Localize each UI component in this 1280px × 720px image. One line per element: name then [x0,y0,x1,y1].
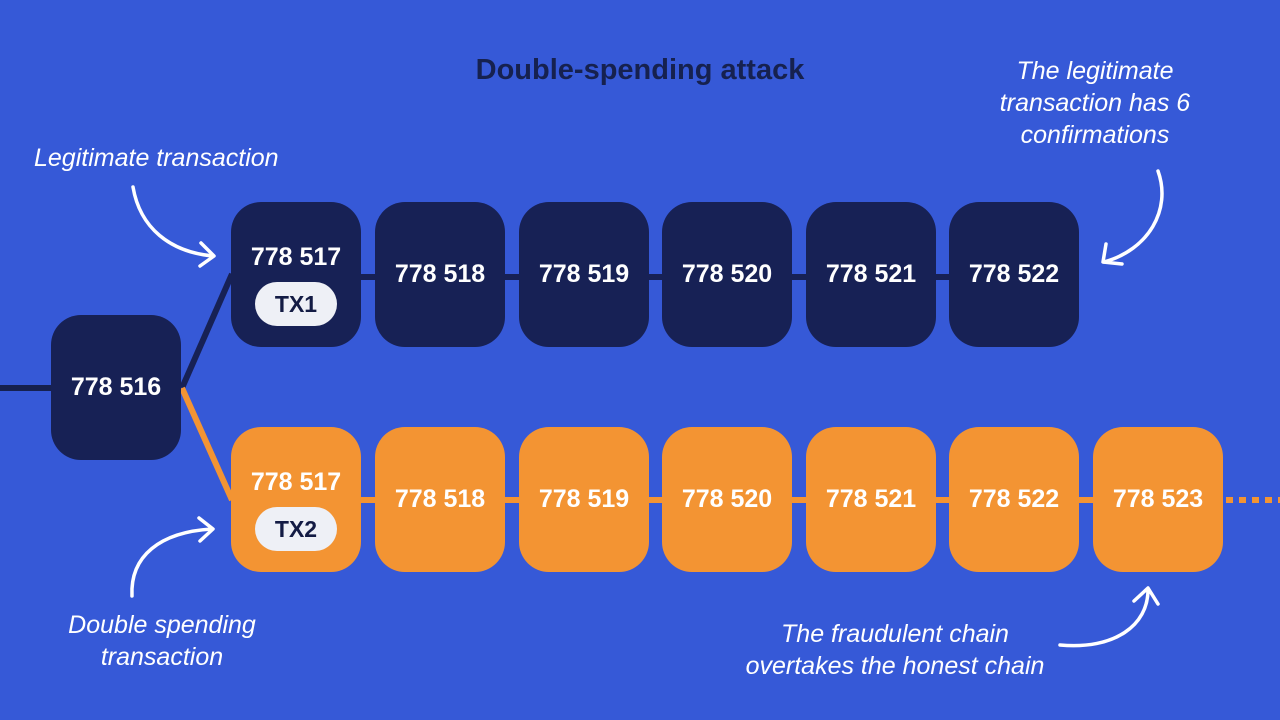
block-label: 778 518 [394,485,486,513]
note-line: transaction has 6 [999,89,1191,117]
overtake-note: The fraudulent chain overtakes the hones… [735,618,1055,682]
note-line: transaction [100,643,224,671]
honest-block-tx: 778 517 TX1 [231,202,361,347]
fraud-block-tx: 778 517 TX2 [231,427,361,572]
arrowhead-icon [198,241,216,268]
block-label: 778 523 [1112,485,1204,513]
fraud-block: 778 522 [949,427,1079,572]
block-label: 778 519 [538,485,630,513]
block-label: 778 520 [681,485,773,513]
fraud-block: 778 523 [1093,427,1223,572]
block-label: 778 519 [538,260,630,288]
tx2-badge: TX2 [255,507,337,551]
fraud-block: 778 521 [806,427,936,572]
block-label: 778 517 [250,243,342,271]
block-label: 778 522 [968,260,1060,288]
block-label: 778 521 [825,485,917,513]
block-label: 778 520 [681,260,773,288]
honest-block: 778 518 [375,202,505,347]
block-label: 778 521 [825,260,917,288]
arrowhead-icon [197,516,215,543]
note-line: The legitimate [1016,57,1174,85]
honest-block: 778 519 [519,202,649,347]
honest-block: 778 522 [949,202,1079,347]
block-label: 778 518 [394,260,486,288]
curved-arrow-icon [1102,169,1164,264]
arrowhead-icon [1132,586,1160,606]
fraud-block: 778 518 [375,427,505,572]
note-line: confirmations [1020,121,1170,149]
tx1-badge: TX1 [255,282,337,326]
curved-arrow-icon [1058,588,1150,648]
diagram-title: Double-spending attack [475,54,805,86]
confirmations-note: The legitimate transaction has 6 confirm… [985,55,1205,151]
fork-line-honest [179,272,235,390]
note-line: The fraudulent chain [781,620,1009,648]
honest-block: 778 521 [806,202,936,347]
fork-line-fraud [179,386,235,502]
fraud-block: 778 519 [519,427,649,572]
double-spend-note: Double spending transaction [42,609,282,673]
note-line: Double spending [68,611,256,639]
curved-arrow-icon [131,185,215,258]
block-778516: 778 516 [51,315,181,460]
fraud-block: 778 520 [662,427,792,572]
note-line: overtakes the honest chain [745,652,1045,680]
honest-block: 778 520 [662,202,792,347]
block-label: 778 517 [250,468,342,496]
legitimate-tx-note: Legitimate transaction [34,144,279,172]
block-label: 778 522 [968,485,1060,513]
arrowhead-icon [1101,242,1124,266]
block-label: 778 516 [70,373,162,401]
curved-arrow-icon [130,527,214,598]
